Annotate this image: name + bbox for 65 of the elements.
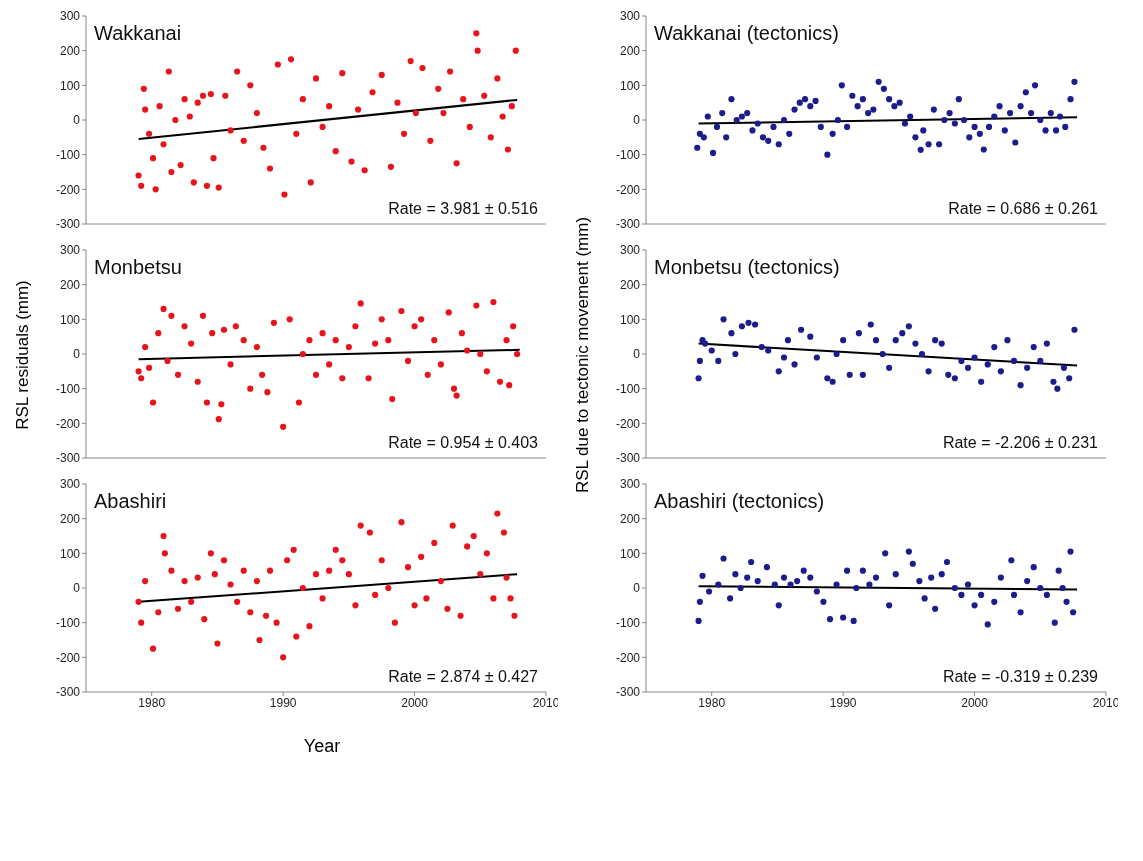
y-tick-label: 300: [59, 9, 81, 24]
y-tick-label: 200: [59, 511, 81, 526]
y-tick-label: -100: [615, 381, 641, 396]
chart-title: Wakkanai: [94, 22, 182, 45]
chart-title: Abashiri (tectonics): [654, 490, 825, 513]
chart-title: Monbetsu: [94, 256, 182, 279]
x-tick-label: 1980: [138, 695, 166, 710]
chart-title: Abashiri: [94, 490, 167, 513]
y-tick-label: 300: [619, 477, 641, 492]
y-tick-label: -300: [615, 451, 641, 466]
y-tick-label: 300: [59, 243, 81, 258]
x-tick-label: 2000: [401, 695, 429, 710]
x-tick-label: 2010: [1092, 695, 1120, 710]
y-tick-label: -100: [55, 147, 81, 162]
y-tick-label: -200: [55, 650, 81, 665]
annotation: Rate = -0.319 ± 0.239: [942, 668, 1098, 686]
y-tick-label: 100: [619, 546, 641, 561]
y-tick-label: 200: [619, 277, 641, 292]
y-tick-label: -100: [55, 381, 81, 396]
y-tick-label: 0: [633, 347, 641, 362]
y-tick-label: -300: [615, 685, 641, 700]
y-tick-label: -300: [55, 685, 81, 700]
y-tick-label: 0: [633, 113, 641, 128]
y-tick-label: -100: [615, 615, 641, 630]
y-tick-label: 100: [59, 312, 81, 327]
y-tick-label: 0: [73, 113, 81, 128]
x-tick-label: 1980: [698, 695, 726, 710]
y-tick-label: 300: [59, 477, 81, 492]
y-tick-label: 100: [619, 78, 641, 93]
annotation: Rate = 3.981 ± 0.516: [388, 200, 538, 218]
y-tick-label: 100: [59, 546, 81, 561]
y-tick-label: 0: [73, 581, 81, 596]
chart-title: Monbetsu (tectonics): [654, 256, 840, 279]
y-tick-label: -200: [615, 416, 641, 431]
annotation: Rate = -2.206 ± 0.231: [942, 434, 1098, 452]
y-tick-label: 300: [619, 9, 641, 24]
y-tick-label: 300: [619, 243, 641, 258]
y-tick-label: 0: [633, 581, 641, 596]
y-tick-label: -100: [55, 615, 81, 630]
y-tick-label: 200: [59, 277, 81, 292]
annotation: Rate = 0.686 ± 0.261: [948, 200, 1098, 218]
annotation: Rate = 2.874 ± 0.427: [388, 668, 538, 686]
x-axis-title: Year: [302, 736, 342, 757]
x-tick-label: 2000: [961, 695, 989, 710]
annotation: Rate = 0.954 ± 0.403: [388, 434, 538, 452]
y-tick-label: 200: [59, 43, 81, 58]
y-tick-label: -200: [55, 182, 81, 197]
chart-title: Wakkanai (tectonics): [654, 22, 839, 45]
x-tick-label: 1990: [269, 695, 297, 710]
x-tick-label: 1990: [829, 695, 857, 710]
y-axis-title: RSL residuals (mm): [13, 280, 33, 430]
y-tick-label: -200: [615, 650, 641, 665]
x-tick-label: 2010: [532, 695, 560, 710]
y-axis-title: RSL due to tectonic movement (mm): [573, 216, 593, 494]
y-tick-label: 0: [73, 347, 81, 362]
y-tick-label: 200: [619, 43, 641, 58]
y-tick-label: -300: [615, 217, 641, 232]
y-tick-label: -300: [55, 217, 81, 232]
y-tick-label: -200: [55, 416, 81, 431]
y-tick-label: 200: [619, 511, 641, 526]
y-tick-label: -200: [615, 182, 641, 197]
y-tick-label: 100: [619, 312, 641, 327]
y-tick-label: -300: [55, 451, 81, 466]
y-tick-label: 100: [59, 78, 81, 93]
y-tick-label: -100: [615, 147, 641, 162]
